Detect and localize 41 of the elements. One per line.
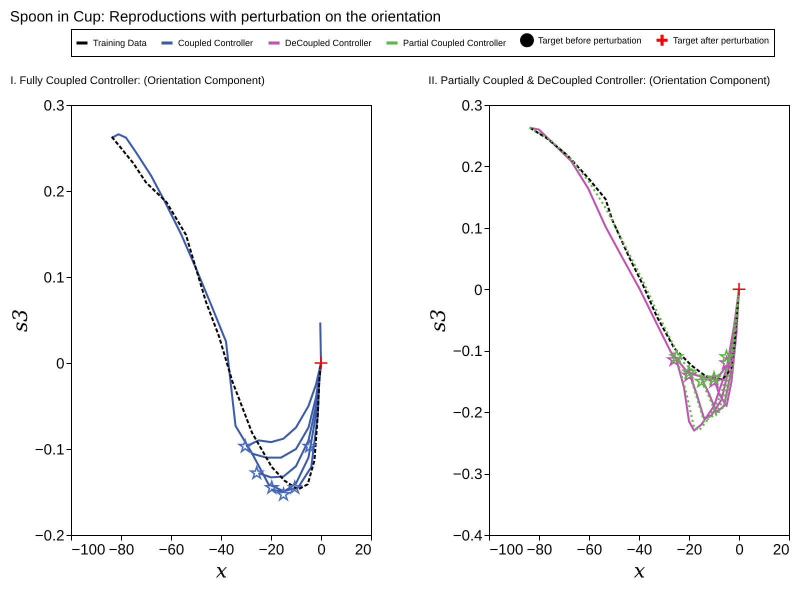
y-tick-label: 0	[474, 282, 482, 299]
y-tick-label: −0.3	[452, 466, 482, 484]
legend-label: Coupled Controller	[178, 38, 254, 48]
x-tick-label: −20	[676, 542, 702, 558]
y-tick-label: 0.1	[44, 270, 64, 286]
y-tick-label: −0.2	[34, 528, 64, 544]
x-tick-label: 20	[772, 542, 790, 558]
legend-label: Target before perturbation	[538, 35, 642, 46]
legend-label: DeCoupled Controller	[285, 38, 372, 48]
x-tick-label: −80	[526, 542, 552, 558]
y-tick-label: 0.3	[462, 98, 482, 114]
y-axis-title: s3	[8, 309, 32, 332]
legend-label: Training Data	[93, 38, 147, 48]
y-tick-label: 0.2	[44, 184, 64, 200]
chart-title: II. Partially Coupled & DeCoupled Controller: (Orientation Component)	[428, 75, 770, 87]
x-tick-label: −80	[108, 542, 134, 558]
y-tick-label: −0.1	[34, 442, 64, 458]
x-axis-title: x	[634, 558, 646, 582]
legend-label: Target after perturbation	[673, 35, 770, 46]
y-tick-label: 0.1	[462, 220, 482, 238]
y-tick-label: −0.1	[452, 343, 482, 360]
x-tick-label: −60	[576, 542, 602, 558]
y-tick-label: −0.2	[452, 404, 482, 422]
x-tick-label: −40	[626, 542, 652, 558]
y-tick-label: 0.2	[462, 158, 482, 176]
chart-title: Spoon in Cup: Reproductions with perturbation on the orientation	[10, 8, 442, 26]
x-tick-label: −60	[158, 542, 184, 558]
x-tick-label: 0	[317, 542, 326, 558]
y-tick-label: −0.4	[452, 528, 482, 544]
x-tick-label: −20	[258, 542, 284, 558]
y-tick-label: 0.3	[44, 98, 64, 114]
legend-label: Partial Coupled Controller	[403, 38, 506, 48]
chart-subtitle: I. Fully Coupled Controller: (Orientation Component)	[10, 75, 265, 87]
x-tick-label: −100	[490, 542, 524, 558]
y-axis-title: s3	[426, 309, 450, 332]
x-tick-label: 20	[354, 542, 372, 558]
x-tick-label: −40	[208, 542, 234, 558]
y-tick-label: 0	[56, 356, 64, 372]
x-tick-label: −100	[72, 542, 106, 558]
x-tick-label: 0	[735, 542, 744, 558]
x-axis-title: x	[216, 558, 228, 582]
